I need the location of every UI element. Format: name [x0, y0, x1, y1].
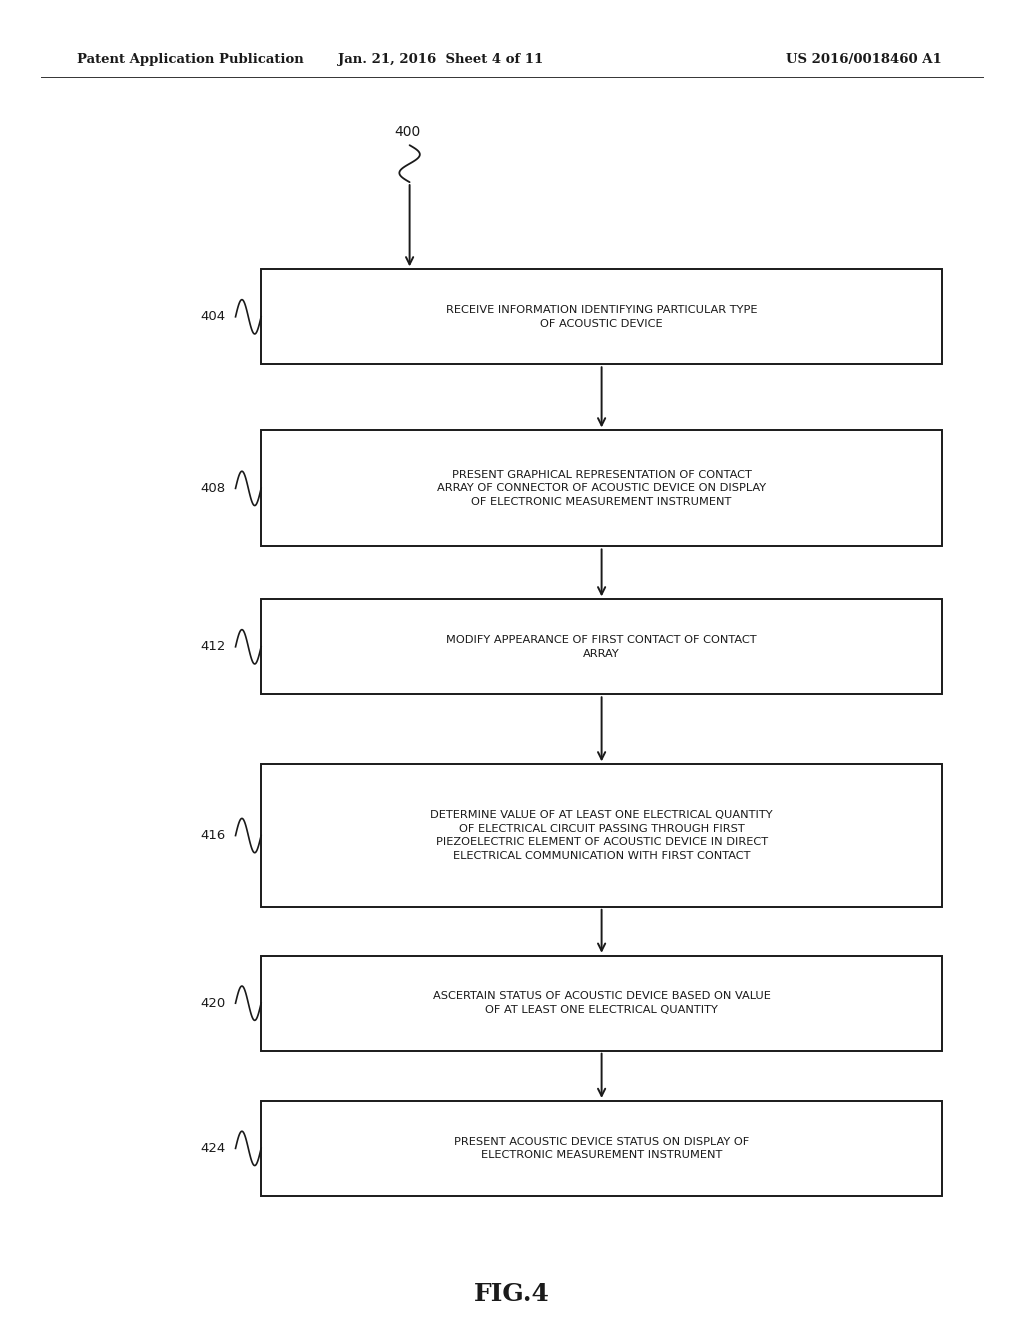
- Text: 400: 400: [394, 124, 421, 139]
- Text: 412: 412: [200, 640, 225, 653]
- Text: 420: 420: [200, 997, 225, 1010]
- Bar: [261, 599, 942, 694]
- Text: Jan. 21, 2016  Sheet 4 of 11: Jan. 21, 2016 Sheet 4 of 11: [338, 53, 543, 66]
- Bar: [261, 956, 942, 1051]
- Text: Patent Application Publication: Patent Application Publication: [77, 53, 303, 66]
- Text: 416: 416: [200, 829, 225, 842]
- Bar: [261, 430, 942, 546]
- Text: 404: 404: [200, 310, 225, 323]
- Text: 424: 424: [200, 1142, 225, 1155]
- Text: 408: 408: [200, 482, 225, 495]
- Text: US 2016/0018460 A1: US 2016/0018460 A1: [786, 53, 942, 66]
- Text: RECEIVE INFORMATION IDENTIFYING PARTICULAR TYPE
OF ACOUSTIC DEVICE: RECEIVE INFORMATION IDENTIFYING PARTICUL…: [445, 305, 758, 329]
- Text: PRESENT ACOUSTIC DEVICE STATUS ON DISPLAY OF
ELECTRONIC MEASUREMENT INSTRUMENT: PRESENT ACOUSTIC DEVICE STATUS ON DISPLA…: [454, 1137, 750, 1160]
- Text: MODIFY APPEARANCE OF FIRST CONTACT OF CONTACT
ARRAY: MODIFY APPEARANCE OF FIRST CONTACT OF CO…: [446, 635, 757, 659]
- Text: FIG.4: FIG.4: [474, 1282, 550, 1305]
- Bar: [261, 764, 942, 907]
- Text: DETERMINE VALUE OF AT LEAST ONE ELECTRICAL QUANTITY
OF ELECTRICAL CIRCUIT PASSIN: DETERMINE VALUE OF AT LEAST ONE ELECTRIC…: [430, 810, 773, 861]
- Bar: [261, 1101, 942, 1196]
- Text: PRESENT GRAPHICAL REPRESENTATION OF CONTACT
ARRAY OF CONNECTOR OF ACOUSTIC DEVIC: PRESENT GRAPHICAL REPRESENTATION OF CONT…: [437, 470, 766, 507]
- Bar: [261, 269, 942, 364]
- Text: ASCERTAIN STATUS OF ACOUSTIC DEVICE BASED ON VALUE
OF AT LEAST ONE ELECTRICAL QU: ASCERTAIN STATUS OF ACOUSTIC DEVICE BASE…: [433, 991, 770, 1015]
